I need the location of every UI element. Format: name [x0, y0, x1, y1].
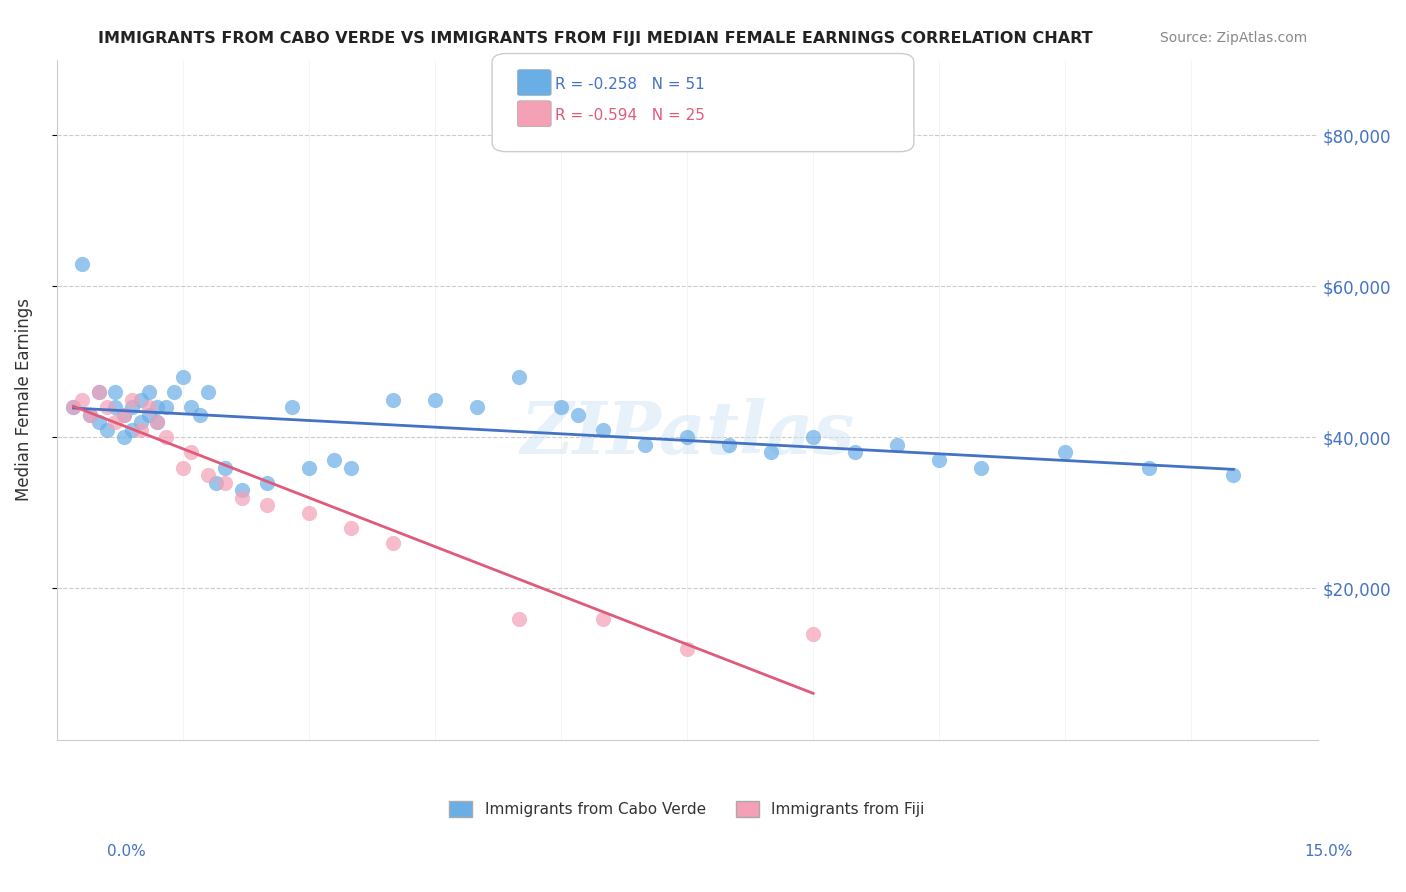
Point: [970, 460, 993, 475]
Text: ZIPatlas: ZIPatlas: [520, 398, 853, 469]
Point: [928, 453, 950, 467]
Point: [121, 392, 143, 407]
Point: [205, 475, 228, 490]
Point: [231, 483, 253, 498]
Point: [197, 468, 219, 483]
Point: [323, 453, 346, 467]
Point: [214, 475, 236, 490]
Point: [129, 423, 152, 437]
Point: [197, 384, 219, 399]
Text: R = -0.594   N = 25: R = -0.594 N = 25: [555, 109, 706, 123]
Point: [172, 460, 194, 475]
Point: [70, 392, 93, 407]
Point: [87, 415, 110, 429]
Point: [759, 445, 782, 459]
Text: Source: ZipAtlas.com: Source: ZipAtlas.com: [1160, 31, 1308, 45]
Legend: Immigrants from Cabo Verde, Immigrants from Fiji: Immigrants from Cabo Verde, Immigrants f…: [443, 795, 931, 823]
Point: [79, 408, 101, 422]
Point: [381, 392, 404, 407]
Point: [423, 392, 446, 407]
Point: [146, 415, 169, 429]
Point: [256, 499, 278, 513]
Point: [465, 400, 488, 414]
Point: [298, 460, 321, 475]
Point: [1222, 468, 1244, 483]
Point: [256, 475, 278, 490]
Point: [718, 438, 741, 452]
Text: 0.0%: 0.0%: [107, 845, 146, 859]
Point: [550, 400, 572, 414]
Point: [508, 370, 530, 384]
Point: [1054, 445, 1077, 459]
Point: [104, 400, 127, 414]
Point: [231, 491, 253, 505]
Point: [298, 506, 321, 520]
Point: [79, 408, 101, 422]
Point: [138, 384, 160, 399]
Point: [138, 400, 160, 414]
Point: [70, 257, 93, 271]
Text: IMMIGRANTS FROM CABO VERDE VS IMMIGRANTS FROM FIJI MEDIAN FEMALE EARNINGS CORREL: IMMIGRANTS FROM CABO VERDE VS IMMIGRANTS…: [98, 31, 1092, 46]
Point: [592, 612, 614, 626]
Point: [87, 384, 110, 399]
Point: [104, 415, 127, 429]
Point: [96, 400, 118, 414]
Point: [129, 392, 152, 407]
Point: [567, 408, 589, 422]
Point: [62, 400, 84, 414]
Point: [188, 408, 211, 422]
Text: 15.0%: 15.0%: [1305, 845, 1353, 859]
Point: [801, 430, 824, 444]
Point: [886, 438, 908, 452]
Point: [676, 430, 699, 444]
Point: [163, 384, 186, 399]
Point: [676, 641, 699, 656]
Point: [1137, 460, 1160, 475]
Y-axis label: Median Female Earnings: Median Female Earnings: [15, 298, 32, 501]
Point: [340, 521, 363, 535]
Point: [121, 400, 143, 414]
Point: [801, 627, 824, 641]
Point: [121, 423, 143, 437]
Point: [281, 400, 304, 414]
Point: [146, 415, 169, 429]
Point: [155, 430, 177, 444]
Point: [592, 423, 614, 437]
Point: [180, 445, 202, 459]
Point: [180, 400, 202, 414]
Point: [146, 400, 169, 414]
Point: [340, 460, 363, 475]
Point: [381, 536, 404, 550]
Point: [844, 445, 866, 459]
Point: [112, 408, 135, 422]
Point: [508, 612, 530, 626]
Point: [112, 408, 135, 422]
Point: [112, 430, 135, 444]
Point: [129, 415, 152, 429]
Point: [172, 370, 194, 384]
Text: R = -0.258   N = 51: R = -0.258 N = 51: [555, 78, 706, 92]
Point: [155, 400, 177, 414]
Point: [634, 438, 657, 452]
Point: [104, 384, 127, 399]
Point: [87, 384, 110, 399]
Point: [96, 423, 118, 437]
Point: [214, 460, 236, 475]
Point: [138, 408, 160, 422]
Point: [62, 400, 84, 414]
